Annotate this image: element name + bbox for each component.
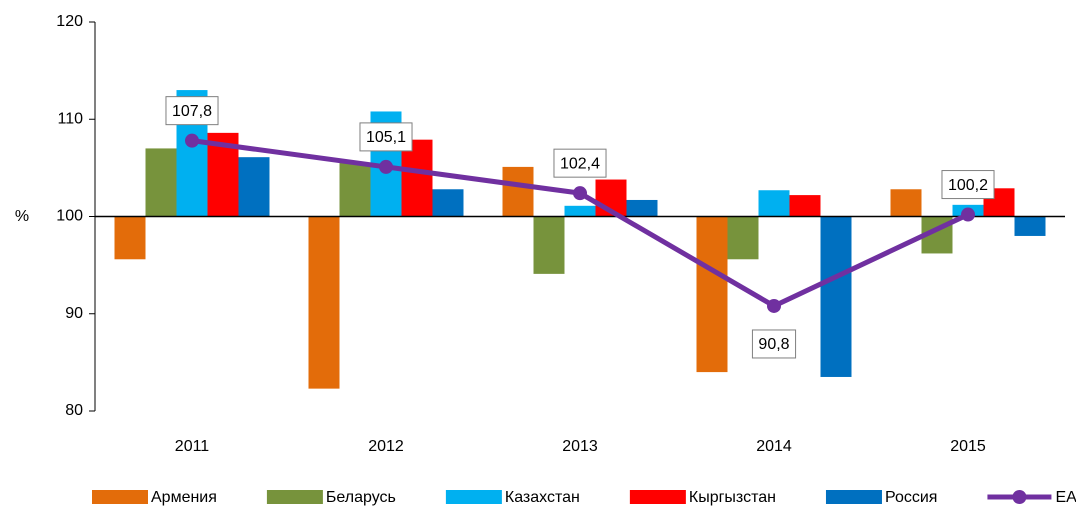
bar: [890, 189, 922, 217]
bar: [533, 216, 565, 274]
bar: [820, 216, 852, 377]
value-label: 102,4: [560, 155, 600, 172]
bar: [696, 216, 728, 373]
legend-label: Армения: [151, 489, 217, 506]
x-tick-label: 2011: [175, 438, 210, 455]
legend-swatch: [92, 490, 148, 504]
value-label: 100,2: [948, 177, 988, 194]
bar: [114, 216, 146, 260]
bar: [758, 190, 790, 217]
legend-swatch: [825, 490, 882, 504]
legend-label: ЕАЭС: [1055, 489, 1076, 506]
y-axis-label: %: [15, 208, 29, 225]
y-tick-label: 120: [56, 13, 83, 30]
x-tick-label: 2014: [756, 438, 792, 455]
legend-swatch-marker: [1012, 490, 1027, 504]
bar: [502, 166, 534, 217]
bar: [401, 139, 433, 217]
line-marker: [573, 186, 587, 201]
y-tick-label: 80: [65, 402, 83, 419]
bar: [308, 216, 340, 389]
bar: [564, 205, 596, 217]
bar: [626, 199, 658, 217]
x-tick-label: 2015: [950, 438, 986, 455]
legend-swatch: [629, 490, 686, 504]
value-label-box: [553, 148, 607, 178]
legend-label: Казахстан: [505, 489, 580, 506]
bar: [145, 148, 177, 217]
value-label-box: [165, 96, 219, 126]
bar: [727, 216, 759, 260]
legend-swatch: [445, 490, 502, 504]
legend-label: Россия: [885, 489, 937, 506]
bar: [432, 189, 464, 217]
value-label: 105,1: [366, 129, 406, 146]
value-label-box: [751, 329, 797, 359]
y-tick-label: 100: [56, 208, 83, 225]
value-label-box: [359, 122, 413, 152]
bar: [1014, 216, 1046, 236]
bar: [789, 195, 821, 217]
legend-swatch: [266, 490, 323, 504]
line-marker: [185, 133, 199, 148]
bar: [238, 157, 270, 217]
line-marker: [961, 207, 975, 222]
bar: [339, 163, 371, 217]
y-tick-label: 90: [65, 305, 83, 322]
line-marker: [379, 159, 393, 174]
x-tick-label: 2012: [368, 438, 404, 455]
legend-label: Беларусь: [326, 489, 396, 506]
value-label: 90,8: [758, 336, 789, 353]
value-label: 107,8: [172, 103, 212, 120]
value-label-box: [941, 170, 995, 200]
y-tick-label: 110: [57, 110, 83, 127]
legend-label: Кыргызстан: [689, 489, 776, 506]
line-marker: [767, 298, 781, 313]
x-tick-label: 2013: [562, 438, 598, 455]
